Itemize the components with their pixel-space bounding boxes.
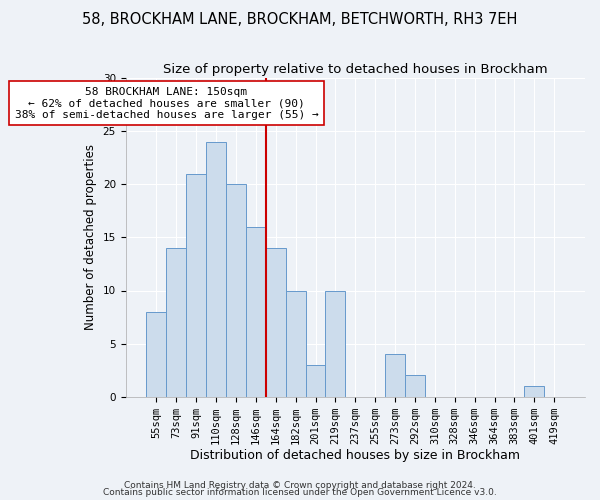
Bar: [286, 290, 305, 397]
Bar: [146, 312, 166, 396]
Text: 58, BROCKHAM LANE, BROCKHAM, BETCHWORTH, RH3 7EH: 58, BROCKHAM LANE, BROCKHAM, BETCHWORTH,…: [82, 12, 518, 28]
Bar: [325, 290, 346, 397]
X-axis label: Distribution of detached houses by size in Brockham: Distribution of detached houses by size …: [190, 450, 520, 462]
Bar: [524, 386, 544, 396]
Bar: [405, 376, 425, 396]
Bar: [385, 354, 405, 397]
Text: 58 BROCKHAM LANE: 150sqm
← 62% of detached houses are smaller (90)
38% of semi-d: 58 BROCKHAM LANE: 150sqm ← 62% of detach…: [14, 86, 318, 120]
Bar: [226, 184, 246, 396]
Bar: [166, 248, 186, 396]
Bar: [206, 142, 226, 397]
Bar: [186, 174, 206, 396]
Bar: [266, 248, 286, 396]
Title: Size of property relative to detached houses in Brockham: Size of property relative to detached ho…: [163, 62, 548, 76]
Y-axis label: Number of detached properties: Number of detached properties: [84, 144, 97, 330]
Bar: [246, 227, 266, 396]
Text: Contains HM Land Registry data © Crown copyright and database right 2024.: Contains HM Land Registry data © Crown c…: [124, 480, 476, 490]
Text: Contains public sector information licensed under the Open Government Licence v3: Contains public sector information licen…: [103, 488, 497, 497]
Bar: [305, 365, 325, 396]
